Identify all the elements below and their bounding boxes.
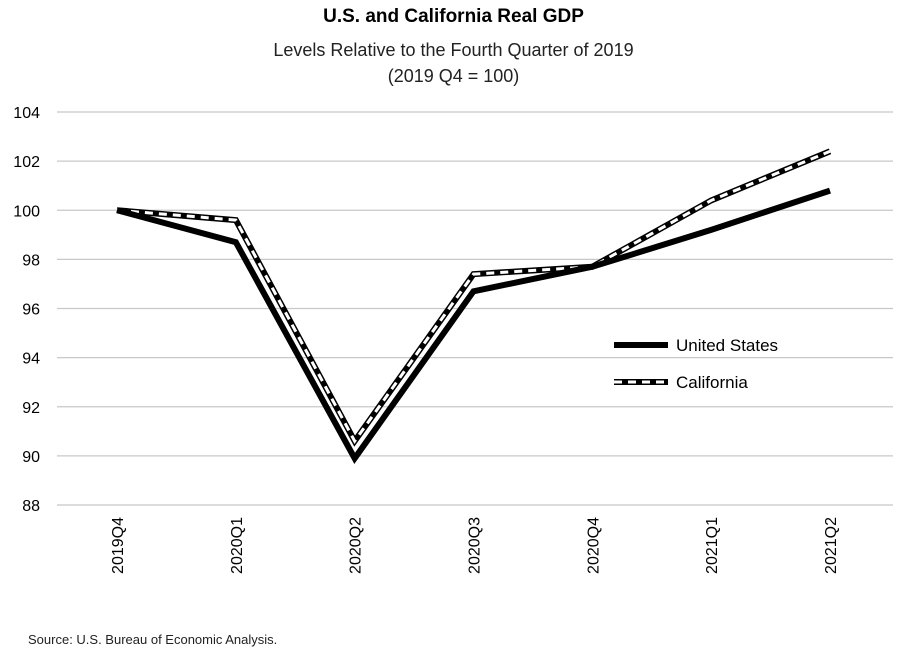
y-tick-label: 104	[13, 105, 40, 122]
x-tick-label: 2020Q1	[229, 517, 246, 574]
series-line-california	[116, 149, 831, 444]
series-lines	[116, 148, 832, 464]
source-note: Source: U.S. Bureau of Economic Analysis…	[28, 632, 278, 647]
y-tick-label: 100	[13, 203, 40, 220]
line-chart: 88 90 92 94 96 98 100 102 104 2019Q4 2020Q1 2020Q2…	[13, 105, 893, 574]
chart-subtitle-line-2: (2019 Q4 = 100)	[387, 66, 520, 86]
grid-lines	[57, 111, 893, 506]
x-tick-label: 2019Q4	[110, 517, 127, 574]
y-tick-label: 90	[22, 449, 40, 466]
x-tick-label: 2020Q2	[348, 517, 365, 574]
x-axis-ticks: 2019Q4 2020Q1 2020Q2 2020Q3 2020Q4 2021Q1 2021…	[110, 517, 840, 574]
x-tick-label: 2021Q1	[704, 517, 721, 574]
y-tick-label: 88	[22, 498, 40, 515]
y-tick-label: 102	[13, 154, 40, 171]
x-tick-label: 2020Q3	[467, 517, 484, 574]
y-tick-label: 94	[22, 351, 40, 368]
legend-label: California	[676, 373, 748, 392]
y-axis-ticks: 88 90 92 94 96 98 100 102 104	[13, 105, 40, 515]
x-tick-label: 2021Q2	[823, 517, 840, 574]
series-line-united-states	[116, 187, 831, 464]
y-tick-label: 98	[22, 252, 40, 269]
y-tick-label: 96	[22, 302, 40, 319]
chart-title: U.S. and California Real GDP	[323, 6, 584, 27]
legend-label: United States	[676, 336, 778, 355]
legend: United States California	[614, 336, 778, 392]
chart-subtitle-line-1: Levels Relative to the Fourth Quarter of…	[273, 40, 634, 60]
y-tick-label: 92	[22, 400, 40, 417]
x-tick-label: 2020Q4	[585, 517, 602, 574]
